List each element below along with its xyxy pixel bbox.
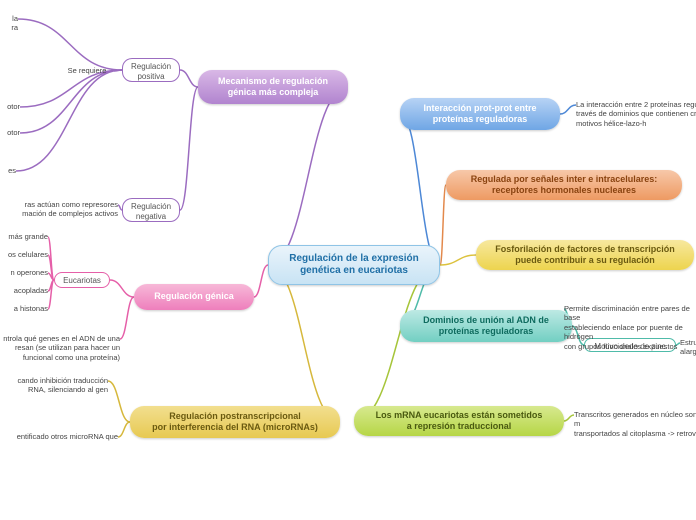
leaf-17: Transcritos generados en núcleo son mtra… [574,410,696,438]
leaf-4: es [0,166,16,175]
pill-euc: Eucariotas [54,272,110,288]
leaf-13: entificado otros microRNA que [0,432,118,441]
leaf-6: más grande [0,232,48,241]
leaf-0: lara [0,14,18,33]
leaf-10: a histonas [0,304,48,313]
pill-rneg: Regulaciónnegativa [122,198,180,222]
central-node: Regulación de la expresióngenética en eu… [268,245,440,285]
leaf-11: ntrola qué genes en el ADN de unaresan (… [0,334,120,362]
leaf-5: ras actúan como represoresmación de comp… [0,200,118,219]
leaf-1: Se requiere [60,66,114,75]
leaf-2: otor [0,102,20,111]
leaf-16: Estrucalarga [680,338,696,357]
leaf-3: otor [0,128,20,137]
node-fosf: Fosforilación de factores de transcripci… [476,240,694,270]
node-dom: Dominios de unión al ADN deproteínas reg… [400,310,572,342]
node-reg: Regulada por señales inter e intracelula… [446,170,682,200]
leaf-14: La interacción entre 2 proteínas regultr… [576,100,696,128]
node-rgen: Regulación génica [134,284,254,310]
node-mrna: Los mRNA eucariotas están sometidosa rep… [354,406,564,436]
pill-rpos: Regulaciónpositiva [122,58,180,82]
node-rpost: Regulación postranscripcionalpor interfe… [130,406,340,438]
leaf-9: acopladas [0,286,48,295]
node-mec: Mecanismo de regulacióngénica más comple… [198,70,348,104]
node-inter: Interacción prot-prot entreproteínas reg… [400,98,560,130]
leaf-8: n operones [0,268,48,277]
leaf-15: Permite discriminación entre pares de ba… [564,304,696,351]
leaf-12: cando inhibición traducciónRNA, silencia… [0,376,108,395]
leaf-7: os celulares [0,250,48,259]
